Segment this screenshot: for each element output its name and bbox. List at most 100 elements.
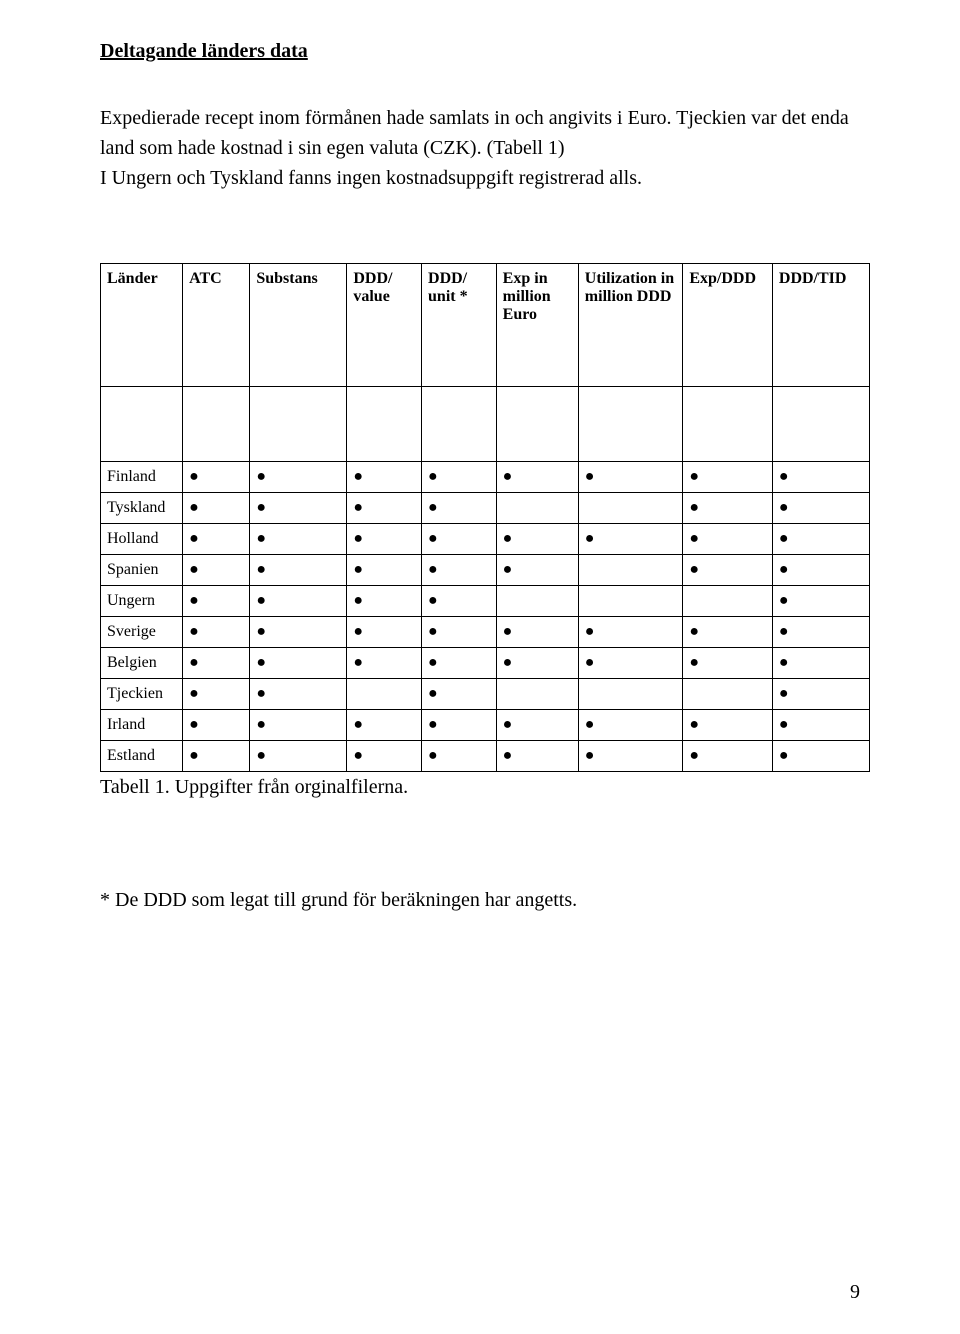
dot-cell: ●: [183, 617, 250, 648]
dot-cell: [347, 679, 422, 710]
dot-cell: ●: [183, 462, 250, 493]
dot-cell: ●: [683, 648, 773, 679]
dot-cell: ●: [250, 679, 347, 710]
table-row: Belgien●●●●●●●●: [101, 648, 870, 679]
dot-cell: [578, 679, 683, 710]
table-row: Irland●●●●●●●●: [101, 710, 870, 741]
dot-cell: ●: [183, 586, 250, 617]
dot-cell: ●: [496, 617, 578, 648]
dot-cell: ●: [250, 586, 347, 617]
dot-cell: ●: [683, 741, 773, 772]
dot-cell: ●: [422, 462, 497, 493]
dot-cell: ●: [496, 710, 578, 741]
table-spacer-row: [101, 387, 870, 462]
dot-cell: ●: [347, 586, 422, 617]
dot-cell: ●: [772, 710, 869, 741]
dot-cell: ●: [422, 586, 497, 617]
dot-cell: ●: [250, 462, 347, 493]
dot-cell: ●: [683, 617, 773, 648]
dot-cell: [578, 555, 683, 586]
dot-cell: ●: [772, 462, 869, 493]
dot-cell: ●: [772, 741, 869, 772]
dot-cell: ●: [772, 524, 869, 555]
table-row: Estland●●●●●●●●: [101, 741, 870, 772]
dot-cell: ●: [772, 586, 869, 617]
dot-cell: ●: [183, 555, 250, 586]
dot-cell: ●: [496, 555, 578, 586]
dot-cell: ●: [347, 710, 422, 741]
dot-cell: ●: [250, 524, 347, 555]
dot-cell: ●: [422, 493, 497, 524]
dot-cell: ●: [422, 741, 497, 772]
dot-cell: ●: [183, 679, 250, 710]
dot-cell: ●: [683, 524, 773, 555]
dot-cell: ●: [496, 741, 578, 772]
dot-cell: ●: [683, 710, 773, 741]
dot-cell: ●: [578, 648, 683, 679]
dot-cell: [496, 586, 578, 617]
country-cell: Holland: [101, 524, 183, 555]
countries-table: Länder ATC Substans DDD/ value DDD/ unit…: [100, 263, 870, 772]
col-header: Utilization in million DDD: [578, 264, 683, 387]
dot-cell: [683, 586, 773, 617]
dot-cell: ●: [772, 679, 869, 710]
country-cell: Spanien: [101, 555, 183, 586]
dot-cell: ●: [578, 462, 683, 493]
table-header-row: Länder ATC Substans DDD/ value DDD/ unit…: [101, 264, 870, 387]
dot-cell: ●: [496, 524, 578, 555]
table-row: Sverige●●●●●●●●: [101, 617, 870, 648]
dot-cell: ●: [772, 555, 869, 586]
table-row: Tyskland●●●●●●: [101, 493, 870, 524]
country-cell: Irland: [101, 710, 183, 741]
dot-cell: ●: [250, 648, 347, 679]
dot-cell: ●: [422, 679, 497, 710]
table-row: Spanien●●●●●●●: [101, 555, 870, 586]
table-row: Finland●●●●●●●●: [101, 462, 870, 493]
section-heading: Deltagande länders data: [100, 40, 870, 63]
dot-cell: ●: [250, 555, 347, 586]
col-header: Exp in million Euro: [496, 264, 578, 387]
footnote: * De DDD som legat till grund för beräkn…: [100, 889, 870, 912]
page-number: 9: [850, 1281, 860, 1304]
country-cell: Tyskland: [101, 493, 183, 524]
col-header: Substans: [250, 264, 347, 387]
dot-cell: ●: [496, 462, 578, 493]
dot-cell: ●: [347, 524, 422, 555]
dot-cell: ●: [578, 741, 683, 772]
dot-cell: ●: [496, 648, 578, 679]
dot-cell: ●: [250, 710, 347, 741]
country-cell: Belgien: [101, 648, 183, 679]
dot-cell: ●: [422, 617, 497, 648]
dot-cell: ●: [250, 493, 347, 524]
dot-cell: ●: [772, 493, 869, 524]
dot-cell: [496, 493, 578, 524]
country-cell: Ungern: [101, 586, 183, 617]
dot-cell: ●: [183, 648, 250, 679]
country-cell: Sverige: [101, 617, 183, 648]
dot-cell: [683, 679, 773, 710]
intro-paragraph: Expedierade recept inom förmånen hade sa…: [100, 103, 870, 193]
dot-cell: ●: [683, 462, 773, 493]
dot-cell: ●: [683, 555, 773, 586]
dot-cell: ●: [422, 648, 497, 679]
dot-cell: ●: [183, 710, 250, 741]
dot-cell: [578, 493, 683, 524]
dot-cell: ●: [422, 710, 497, 741]
dot-cell: ●: [772, 648, 869, 679]
col-header: DDD/ unit *: [422, 264, 497, 387]
dot-cell: ●: [347, 555, 422, 586]
dot-cell: ●: [183, 493, 250, 524]
table-caption: Tabell 1. Uppgifter från orginalfilerna.: [100, 776, 870, 799]
dot-cell: ●: [183, 524, 250, 555]
dot-cell: ●: [347, 617, 422, 648]
dot-cell: ●: [772, 617, 869, 648]
dot-cell: ●: [347, 741, 422, 772]
page: Deltagande länders data Expedierade rece…: [0, 0, 960, 1334]
dot-cell: ●: [250, 617, 347, 648]
dot-cell: [496, 679, 578, 710]
country-cell: Finland: [101, 462, 183, 493]
col-header: DDD/ value: [347, 264, 422, 387]
table-row: Ungern●●●●●: [101, 586, 870, 617]
dot-cell: ●: [578, 710, 683, 741]
col-header: ATC: [183, 264, 250, 387]
